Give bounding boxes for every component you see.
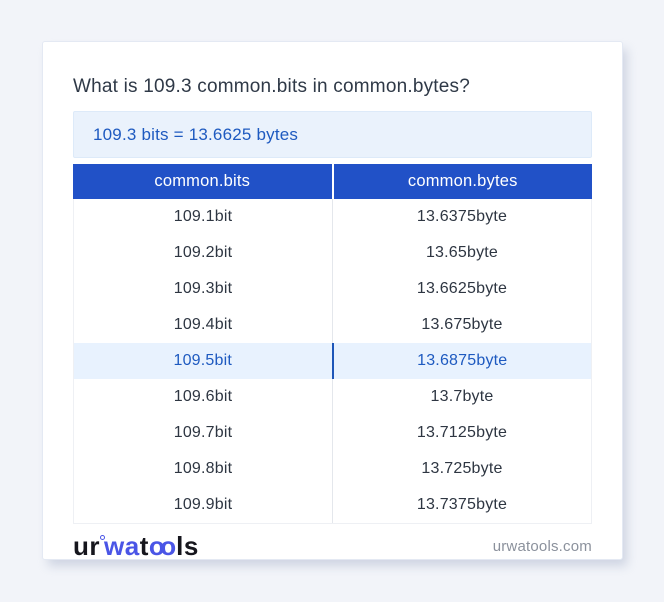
table-cell-bits: 109.4bit: [173, 316, 233, 333]
table-body: 109.1bit 13.6375byte 109.2bit 13.65byte …: [73, 199, 592, 524]
table-cell-bits: 109.3bit: [173, 280, 233, 297]
table-cell-bits: 109.8bit: [173, 460, 233, 477]
page-title: What is 109.3 common.bits in common.byte…: [73, 76, 471, 97]
conversion-table: common.bits common.bytes 109.1bit 13.637…: [73, 164, 592, 524]
table-cell-bits: 109.7bit: [173, 424, 233, 441]
table-cell-bytes: 13.65byte: [332, 235, 591, 271]
conversion-result-box: 109.3 bits = 13.6625 bytes: [73, 111, 592, 158]
table-cell-bytes: 13.675byte: [332, 307, 591, 343]
table-row: 109.4bit 13.675byte: [74, 307, 591, 343]
logo-text-wa: wa: [104, 531, 140, 561]
card-footer: ur watoo ls urwatools.com: [73, 529, 592, 563]
urwatools-logo[interactable]: ur watoo ls: [73, 533, 199, 559]
table-row: 109.2bit 13.65byte: [74, 235, 591, 271]
table-cell-bytes: 13.7125byte: [332, 415, 591, 451]
table-row: 109.6bit 13.7byte: [74, 379, 591, 415]
converter-card: What is 109.3 common.bits in common.byte…: [42, 41, 623, 560]
table-header-bits: common.bits: [154, 172, 251, 190]
table-row: 109.7bit 13.7125byte: [74, 415, 591, 451]
table-cell-bytes: 13.6875byte: [331, 343, 592, 379]
table-cell-bytes: 13.7375byte: [332, 487, 591, 523]
table-cell-bytes: 13.7byte: [332, 379, 591, 415]
conversion-result-text: 109.3 bits = 13.6625 bytes: [93, 124, 299, 144]
table-cell-bits: 109.9bit: [173, 496, 233, 513]
table-cell-bits: 109.1bit: [173, 208, 233, 225]
table-row: 109.1bit 13.6375byte: [74, 199, 591, 235]
logo-rings-icon: oo: [148, 531, 176, 561]
table-cell-bytes: 13.6625byte: [332, 271, 591, 307]
table-header-bytes: common.bytes: [331, 164, 593, 199]
site-domain-link[interactable]: urwatools.com: [492, 537, 592, 555]
table-cell-bits: 109.5bit: [173, 352, 233, 369]
table-row: 109.9bit 13.7375byte: [74, 487, 591, 523]
table-row: 109.8bit 13.725byte: [74, 451, 591, 487]
logo-text-t: t: [139, 531, 149, 561]
table-cell-bytes: 13.725byte: [332, 451, 591, 487]
table-row: 109.5bit 13.6875byte: [74, 343, 591, 379]
logo-text-ur: ur: [73, 531, 100, 561]
table-cell-bits: 109.2bit: [173, 244, 233, 261]
table-cell-bytes: 13.6375byte: [332, 199, 591, 235]
table-header-row: common.bits common.bytes: [73, 164, 592, 199]
table-cell-bits: 109.6bit: [173, 388, 233, 405]
logo-text-ls: ls: [176, 531, 199, 561]
table-row: 109.3bit 13.6625byte: [74, 271, 591, 307]
logo-degree-icon: [100, 535, 105, 540]
